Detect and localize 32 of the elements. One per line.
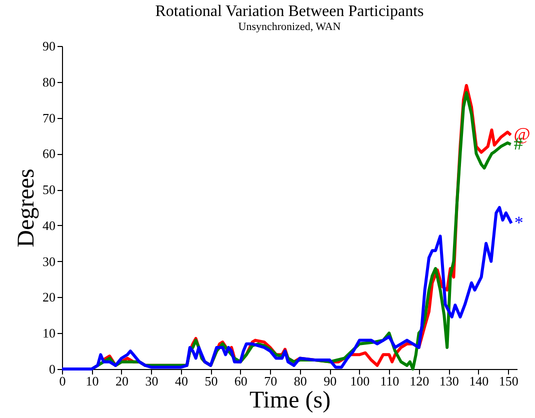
- x-tick-label: 30: [145, 374, 158, 388]
- x-tick-label: 50: [204, 374, 218, 388]
- x-tick-label: 150: [498, 374, 518, 388]
- y-tick-label: 80: [42, 74, 56, 90]
- y-tick-label: 0: [49, 362, 56, 376]
- x-tick-label: 130: [439, 374, 459, 388]
- y-tick-label: 90: [42, 38, 56, 54]
- y-tick-label: 20: [42, 290, 56, 305]
- x-tick-label: 80: [294, 374, 307, 388]
- x-tick-label: 120: [410, 374, 430, 388]
- x-tick-label: 140: [469, 374, 489, 388]
- y-tick-label: 40: [42, 218, 56, 233]
- x-tick-label: 110: [380, 374, 400, 388]
- line-series: [60, 206, 513, 370]
- x-tick-label: 0: [59, 374, 66, 388]
- y-axis-title: Degrees: [14, 168, 40, 248]
- x-tick-label: 40: [174, 374, 188, 388]
- x-tick-label: 60: [234, 374, 248, 388]
- chart-subtitle: Unsynchronized, WAN: [238, 21, 341, 33]
- y-tick-label: 10: [42, 326, 56, 341]
- y-tick-label: 60: [42, 146, 56, 162]
- x-tick-label: 90: [324, 374, 337, 388]
- y-tick-label: 30: [42, 254, 56, 269]
- series-label: *: [514, 212, 524, 232]
- x-tick-label: 20: [115, 374, 128, 388]
- y-tick-label: 70: [42, 110, 56, 126]
- chart-title: Rotational Variation Between Participants: [155, 3, 424, 20]
- y-tick-label: 50: [42, 182, 56, 198]
- x-tick-label: 70: [264, 374, 278, 388]
- x-tick-label: 100: [350, 374, 370, 388]
- x-axis-title: Time (s): [249, 388, 331, 414]
- x-tick-label: 10: [86, 374, 99, 388]
